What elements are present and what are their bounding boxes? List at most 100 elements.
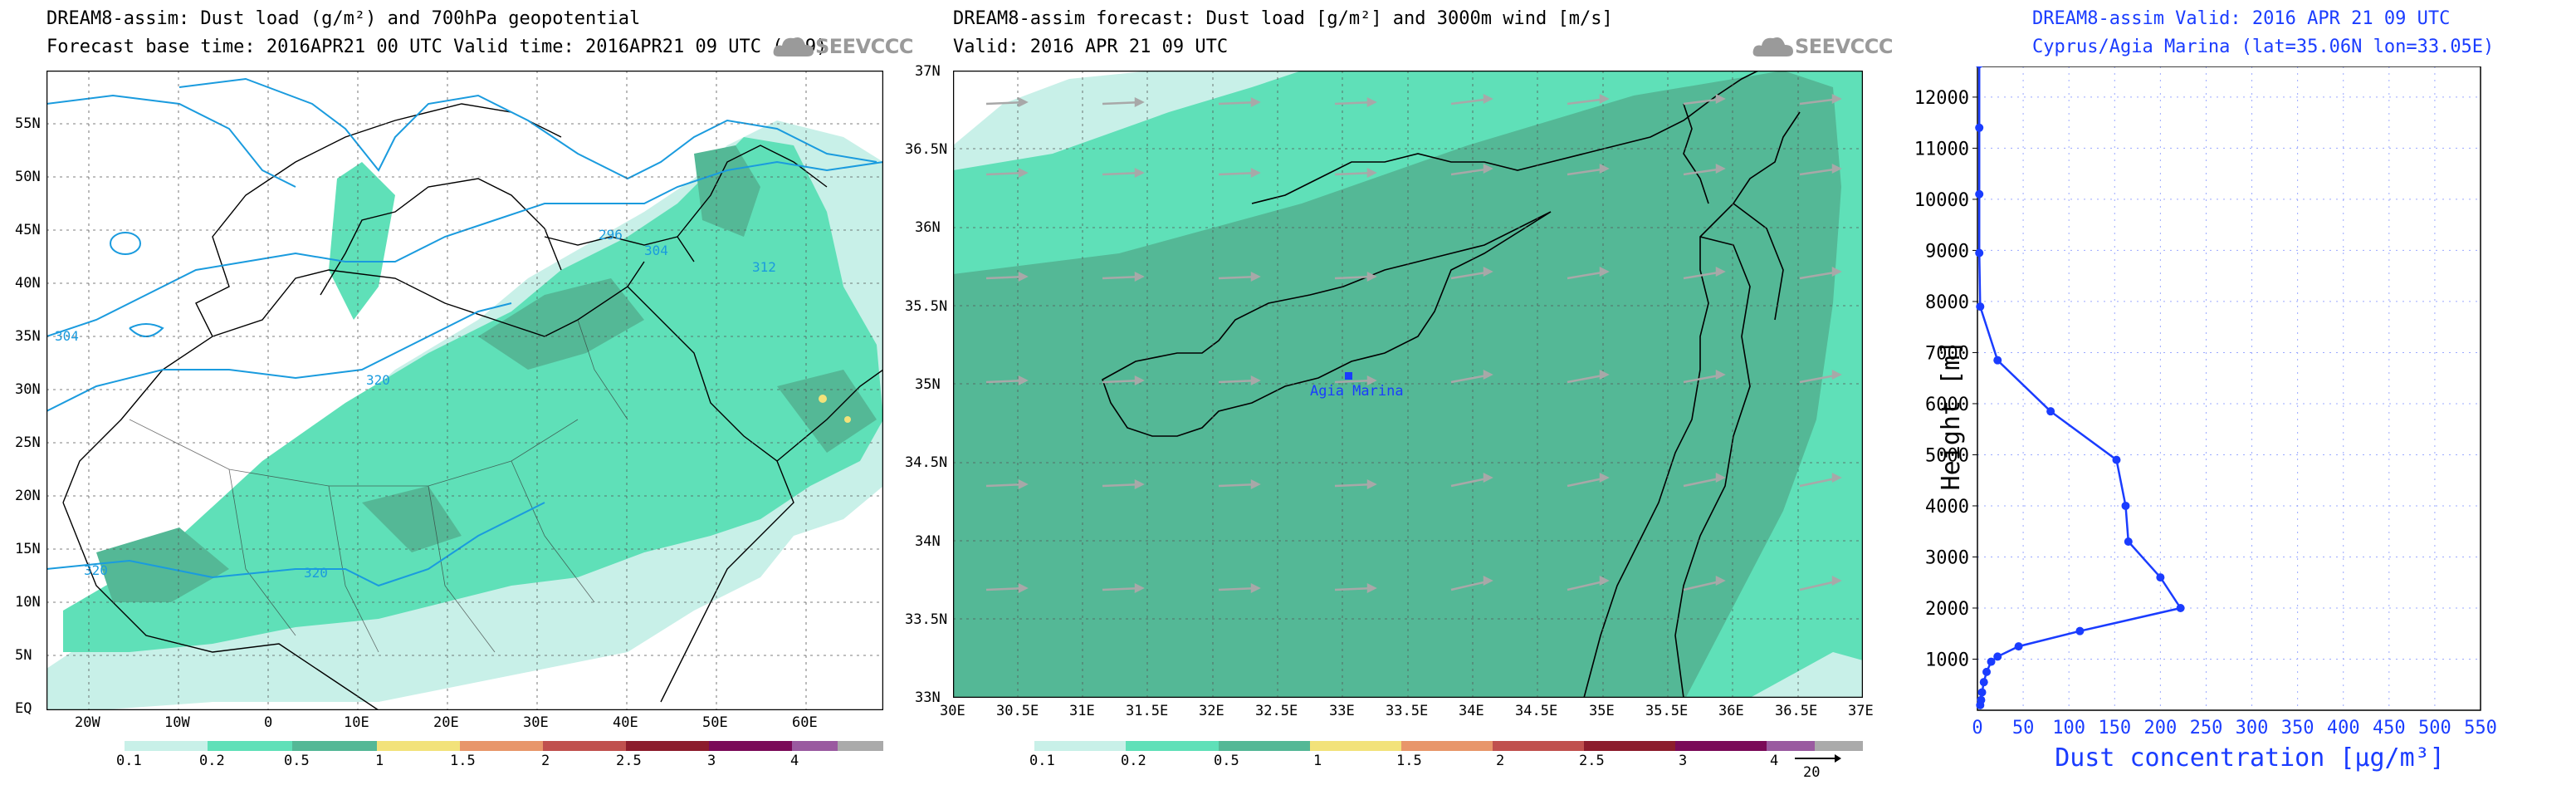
y-tick: 33.5N <box>905 611 948 628</box>
colorbar-segment <box>1675 741 1767 751</box>
colorbar-label: 0.1 <box>116 753 142 769</box>
wind-arrow-head <box>1831 163 1842 174</box>
wind-arrow-head <box>1483 93 1493 105</box>
colorbar-segment <box>1493 741 1584 751</box>
profile-point <box>1976 66 1983 68</box>
colorbar-segment <box>1815 741 1863 751</box>
colorbar-label: 0.5 <box>284 753 310 769</box>
y-tick-label: 8000 <box>1925 292 1969 313</box>
dust-area-europe <box>329 162 395 320</box>
colorbar-segment <box>838 741 883 751</box>
colorbar-label: 3 <box>707 753 716 769</box>
wind-arrow-head <box>1366 167 1377 179</box>
x-tick: 34.5E <box>1515 703 1558 719</box>
x-tick: 37E <box>1848 703 1874 719</box>
wind-arrow-head <box>1483 472 1493 483</box>
x-tick: 60E <box>792 714 818 731</box>
wind-arrow-head <box>1134 167 1145 179</box>
contour-label: 320 <box>304 565 328 581</box>
colorbar-segment <box>377 741 460 751</box>
contour-label: 296 <box>599 227 623 243</box>
wind-arrow-head <box>1250 96 1261 108</box>
colorbar-segment <box>125 741 208 751</box>
wind-arrow-head <box>1366 271 1377 282</box>
contour-label: 304 <box>644 243 668 258</box>
x-tick: 31.5E <box>1126 703 1169 719</box>
profile-point <box>2176 603 2185 612</box>
colorbar-segment <box>292 741 377 751</box>
wind-arrow-head <box>1599 575 1610 586</box>
colorbar-label: 1 <box>375 753 384 769</box>
y-tick: 25N <box>15 434 41 451</box>
wind-arrow-head <box>1250 478 1261 490</box>
x-tick: 40E <box>613 714 638 731</box>
wind-arrow-head <box>1831 93 1842 105</box>
colorbar-segment <box>1767 741 1815 751</box>
profile-y-ticks: 1000 2000 3000 4000 5000 6000 7000 8000 9000 1000… <box>1914 88 1977 670</box>
profile-title: DREAM8-assim Valid: 2016 APR 21 09 UTC <box>2032 8 2451 29</box>
profile-subtitle: Cyprus/Agia Marina (lat=35.06N lon=33.05… <box>2032 37 2495 57</box>
contour-label-group: 296 304 312 320 320 320 304 <box>55 227 776 581</box>
wind-arrow-head <box>1715 575 1726 586</box>
panel1-title-line1: DREAM8-assim: Dust load (g/m²) and 700hP… <box>46 8 641 29</box>
profile-xlabel: Dust concentration [μg/m³] <box>2055 743 2445 773</box>
y-tick: EQ <box>15 700 32 717</box>
colorbar-segment <box>543 741 626 751</box>
wind-arrow-head <box>1366 96 1377 108</box>
y-tick: 34N <box>915 533 941 550</box>
profile-point <box>1982 667 1992 676</box>
map-coastlines <box>1102 71 1801 698</box>
panel1-colorbar <box>125 741 883 751</box>
panel1-map: 296 304 312 320 320 320 304 <box>46 71 883 710</box>
y-tick: 34.5N <box>905 454 948 471</box>
wind-arrow-head <box>1018 167 1029 179</box>
profile-point <box>2014 642 2023 651</box>
colorbar-segment <box>460 741 543 751</box>
colorbar-label: 1.5 <box>1396 753 1422 769</box>
wind-arrow-head <box>1831 266 1842 277</box>
y-tick: 55N <box>15 115 41 132</box>
map-borders <box>129 319 628 653</box>
profile-point <box>1993 356 2002 365</box>
x-tick: 30.5E <box>996 703 1039 719</box>
panel1-logo-text: SEEVCCC <box>815 35 914 58</box>
x-tick: 35.5E <box>1645 703 1689 719</box>
wind-arrow-head <box>1483 369 1493 380</box>
x-tick: 33E <box>1329 703 1355 719</box>
profile-point <box>2112 455 2121 464</box>
y-tick: 10N <box>15 594 41 611</box>
x-tick: 35E <box>1589 703 1615 719</box>
map-frame <box>46 71 883 710</box>
panel2-title-line1: DREAM8-assim forecast: Dust load [g/m²] … <box>953 8 1613 29</box>
profile-grid <box>1977 66 2481 710</box>
wind-arrow-head <box>1366 375 1377 386</box>
y-tick-label: 3000 <box>1925 547 1969 568</box>
map-gridlines <box>953 71 1863 698</box>
wind-arrows <box>985 93 1842 594</box>
y-tick-label: 5000 <box>1925 445 1969 466</box>
x-tick-label: 0 <box>1972 718 1982 738</box>
x-tick: 30E <box>523 714 549 731</box>
colorbar-label: 0.1 <box>1029 753 1055 769</box>
wind-arrow-head <box>1831 472 1842 483</box>
profile-point <box>1975 189 1984 199</box>
colorbar-segment <box>1310 741 1401 751</box>
x-tick-label: 200 <box>2143 718 2177 738</box>
panel1-logo: SEEVCCC <box>772 33 914 60</box>
wind-arrow-head <box>1715 163 1726 174</box>
colorbar-segment <box>1126 741 1219 751</box>
wind-arrow-head <box>1366 582 1377 594</box>
y-tick: 33N <box>915 689 941 706</box>
profile-point <box>1977 688 1987 697</box>
x-tick: 20W <box>75 714 100 731</box>
wind-arrow-head <box>1134 582 1145 594</box>
y-tick: 45N <box>15 222 41 238</box>
profile-point <box>1979 678 1988 687</box>
profile-point <box>1993 652 2002 661</box>
wind-arrow-head <box>1715 93 1726 105</box>
y-tick-label: 10000 <box>1914 190 1969 211</box>
y-tick: 37N <box>915 63 941 80</box>
profile-x-ticks: 0 50 100 150 200 250 300 350 400 450 500 550 <box>1972 718 2497 738</box>
x-tick-label: 400 <box>2327 718 2360 738</box>
contour-label: 320 <box>84 562 108 578</box>
